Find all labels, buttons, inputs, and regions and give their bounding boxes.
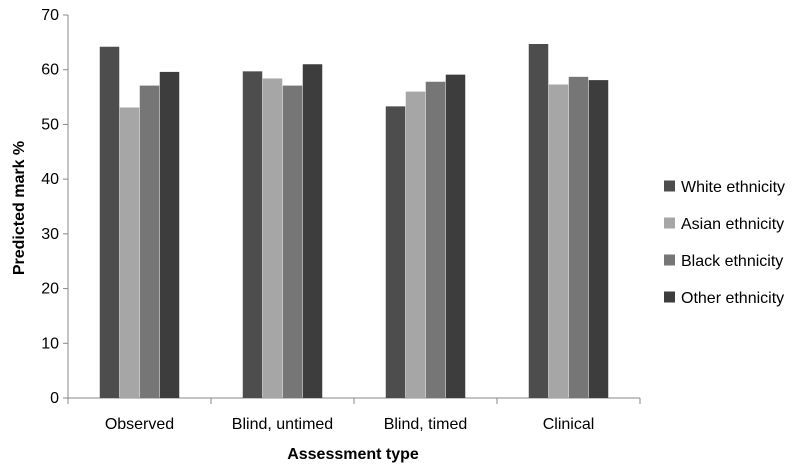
bar-black-ethnicity-clinical — [568, 76, 589, 398]
y-tick-label: 60 — [41, 62, 59, 79]
bar-other-ethnicity-blind-timed — [445, 74, 466, 398]
legend: White ethnicity Asian ethnicity Black ethn… — [664, 179, 785, 307]
bar-asian-ethnicity-blind-untimed — [262, 78, 283, 399]
y-tick-label: 10 — [41, 335, 59, 352]
bars — [99, 43, 609, 399]
bar-other-ethnicity-observed — [159, 71, 180, 398]
legend-label: Asian ethnicity — [681, 216, 784, 233]
bar-white-ethnicity-clinical — [528, 43, 549, 399]
bar-white-ethnicity-observed — [99, 46, 120, 399]
y-axis: 0 10 20 30 40 50 60 70 — [41, 7, 69, 407]
bar-asian-ethnicity-blind-timed — [405, 91, 426, 398]
bar-black-ethnicity-observed — [139, 85, 160, 399]
bar-other-ethnicity-blind-untimed — [302, 64, 323, 398]
bar-asian-ethnicity-observed — [119, 107, 140, 399]
y-tick-label: 0 — [50, 390, 59, 407]
y-axis-title: Predicted mark % — [11, 141, 28, 275]
x-tick-label: Clinical — [543, 416, 595, 433]
y-tick-label: 70 — [41, 7, 59, 24]
legend-label: Black ethnicity — [681, 253, 783, 270]
x-tick-label: Observed — [105, 416, 174, 433]
x-tick-label: Blind, untimed — [232, 416, 333, 433]
bar-white-ethnicity-blind-untimed — [242, 71, 263, 398]
legend-swatch — [664, 291, 675, 303]
bar-asian-ethnicity-clinical — [548, 84, 569, 398]
legend-label: White ethnicity — [681, 179, 785, 196]
x-tick-label: Blind, timed — [384, 416, 468, 433]
bar-other-ethnicity-clinical — [588, 80, 609, 399]
legend-swatch — [664, 180, 675, 192]
x-axis: Observed Blind, untimed Blind, timed Clinic… — [67, 397, 641, 433]
bar-black-ethnicity-blind-timed — [425, 81, 446, 398]
y-tick-label: 40 — [41, 171, 59, 188]
bar-black-ethnicity-blind-untimed — [282, 85, 303, 399]
y-tick-label: 50 — [41, 116, 59, 133]
x-axis-title: Assessment type — [287, 446, 419, 463]
legend-swatch — [664, 217, 675, 229]
legend-swatch — [664, 254, 675, 266]
bar-white-ethnicity-blind-timed — [385, 106, 406, 398]
y-tick-label: 30 — [41, 226, 59, 243]
legend-label: Other ethnicity — [681, 290, 784, 307]
y-tick-label: 20 — [41, 281, 59, 298]
